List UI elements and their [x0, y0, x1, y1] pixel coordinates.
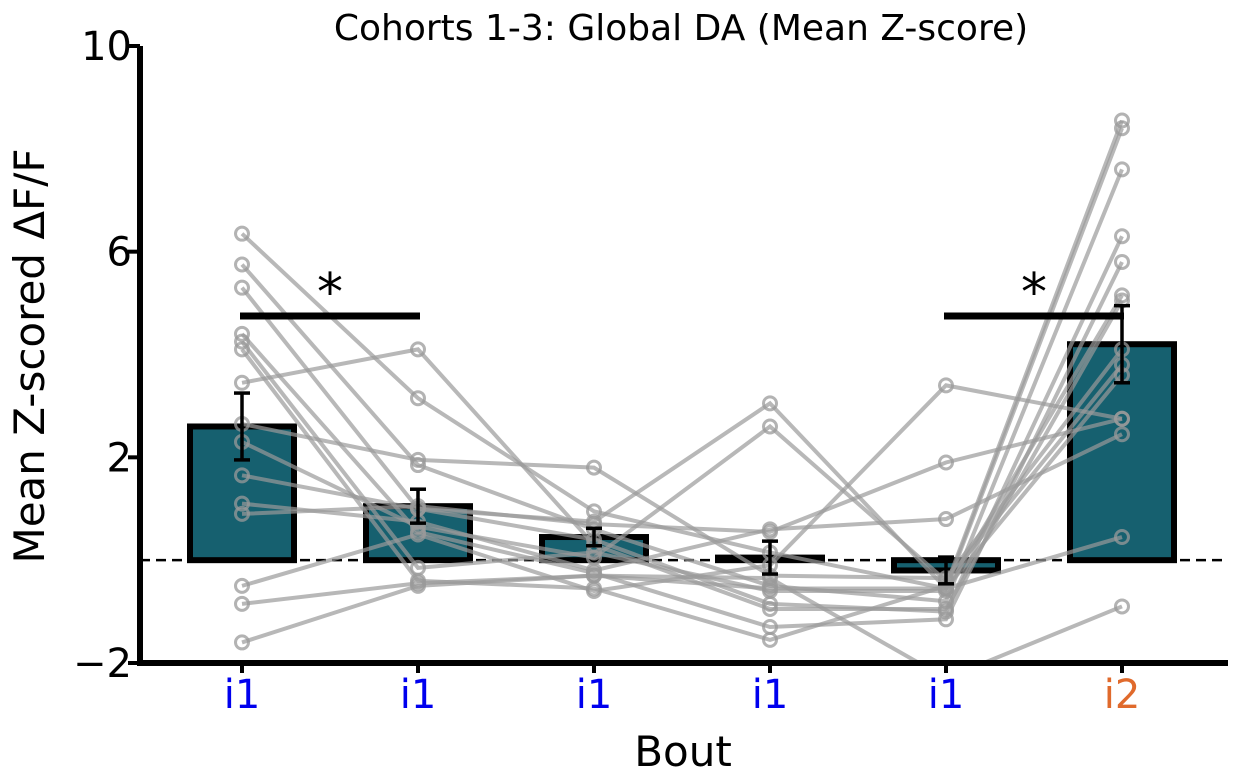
y-tick-label: −2	[73, 641, 132, 687]
subject-point	[762, 601, 778, 618]
x-tick-label: i1	[400, 672, 437, 718]
x-axis-label: Bout	[634, 727, 732, 776]
subject-point	[410, 526, 426, 543]
subject-point	[234, 577, 250, 594]
subject-point	[410, 390, 426, 407]
subject-line	[241, 373, 1124, 592]
y-axis-label: Mean Z-scored ΔF/F	[5, 148, 54, 563]
subject-point	[234, 279, 250, 296]
subject-point	[1114, 253, 1130, 270]
subject-point	[234, 595, 250, 612]
subject-point	[1114, 161, 1130, 178]
subject-point	[1114, 228, 1130, 245]
subject-point	[234, 495, 250, 512]
subject-point	[1114, 426, 1130, 443]
subject-point	[410, 451, 426, 468]
x-tick-label: i1	[928, 672, 965, 718]
x-tick-label: i2	[1104, 672, 1141, 718]
significance-star: *	[317, 263, 343, 323]
subject-point	[234, 505, 250, 522]
subject-point	[234, 325, 250, 342]
subject-line	[241, 432, 1123, 573]
plot-area: * * −2 2 6 10 i1 i1 i1 i1 i1 i2	[73, 24, 1228, 718]
subject-point	[410, 341, 426, 358]
x-tick-label: i1	[752, 672, 789, 718]
subject-point	[938, 601, 954, 618]
subject-point	[1114, 410, 1130, 427]
x-tick-label: i1	[224, 672, 261, 718]
subject-point	[1114, 112, 1130, 129]
subject-point	[762, 523, 778, 540]
subject-point	[1114, 598, 1130, 615]
subject-line	[241, 363, 1124, 584]
subject-point	[234, 341, 250, 358]
x-tick-label: i1	[576, 672, 613, 718]
subject-point	[938, 511, 954, 528]
y-tick-label: 6	[107, 230, 132, 276]
subject-lines	[234, 112, 1130, 663]
subject-point	[762, 395, 778, 412]
subject-point	[234, 467, 250, 484]
chart-title: Cohorts 1-3: Global DA (Mean Z-score)	[334, 8, 1028, 49]
subject-line	[241, 348, 1124, 581]
y-tick-label: 2	[107, 435, 132, 481]
subject-point	[938, 454, 954, 471]
subject-line	[241, 416, 1123, 534]
subject-point	[762, 418, 778, 435]
subject-point	[938, 611, 954, 628]
subject-point	[586, 583, 602, 600]
subject-point	[234, 634, 250, 651]
subject-point	[938, 377, 954, 394]
subject-line	[241, 535, 1123, 606]
subject-point	[586, 567, 602, 584]
y-tick-label: 10	[81, 24, 132, 70]
significance-star: *	[1021, 263, 1047, 323]
subject-point	[234, 374, 250, 391]
subject-point	[586, 459, 602, 476]
subject-point	[410, 577, 426, 594]
subject-point	[762, 631, 778, 648]
subject-point	[234, 225, 250, 242]
subject-line	[240, 168, 1124, 604]
subject-point	[1114, 529, 1130, 546]
subject-point	[234, 333, 250, 350]
subject-point	[234, 256, 250, 273]
subject-line	[241, 573, 1123, 663]
subject-point	[762, 580, 778, 597]
